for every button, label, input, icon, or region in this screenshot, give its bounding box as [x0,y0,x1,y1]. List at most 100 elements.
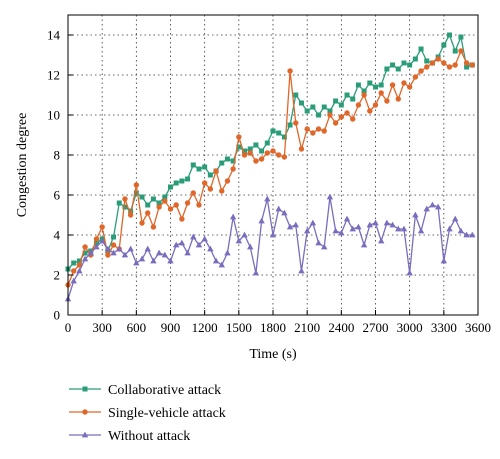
series-layer [64,32,476,302]
data-point-collaborative-attack [310,104,316,110]
data-point-single-vehicle-attack [110,242,117,248]
data-point-collaborative-attack [247,146,253,152]
data-point-without-attack [377,237,385,244]
x-tick-label: 1500 [226,320,252,335]
data-point-collaborative-attack [145,202,151,208]
data-point-single-vehicle-attack [241,152,248,158]
x-tick-label: 2400 [328,320,354,335]
data-point-collaborative-attack [196,166,202,172]
data-point-without-attack [76,267,83,274]
data-point-single-vehicle-attack [389,82,396,88]
data-point-single-vehicle-attack [167,206,174,212]
data-point-without-attack [355,223,362,230]
data-point-single-vehicle-attack [315,126,322,132]
data-point-without-attack [452,215,459,222]
data-point-without-attack [104,245,112,252]
x-tick-label: 3300 [431,320,457,335]
y-tick-label: 12 [47,68,60,83]
data-point-collaborative-attack [133,190,139,196]
data-point-single-vehicle-attack [406,84,413,90]
data-point-single-vehicle-attack [350,116,356,122]
data-point-without-attack [258,217,265,224]
legend-label: Single-vehicle attack [108,406,226,421]
data-point-single-vehicle-attack [418,68,424,74]
data-point-collaborative-attack [190,162,196,168]
data-point-single-vehicle-attack [179,216,185,222]
data-point-single-vehicle-attack [412,74,419,80]
data-point-without-attack [116,245,123,252]
data-point-single-vehicle-attack [384,98,390,104]
data-point-collaborative-attack [82,250,88,256]
data-point-collaborative-attack [321,104,327,110]
data-point-without-attack [332,227,339,234]
data-point-collaborative-attack [390,62,396,68]
data-point-single-vehicle-attack [298,146,305,152]
data-point-without-attack [309,219,317,226]
data-point-collaborative-attack [412,56,418,62]
data-point-single-vehicle-attack [105,252,111,258]
data-point-without-attack [241,231,248,238]
data-point-single-vehicle-attack [275,152,282,158]
data-point-without-attack [406,269,413,276]
data-point-without-attack [292,221,299,228]
data-point-collaborative-attack [150,196,156,202]
data-point-single-vehicle-attack [452,62,458,68]
data-point-without-attack [400,225,408,232]
series-single-vehicle-attack [65,48,476,288]
data-point-without-attack [70,277,77,284]
data-point-single-vehicle-attack [327,112,333,118]
data-point-single-vehicle-attack [395,96,401,102]
data-point-without-attack [440,257,448,264]
series-line-without-attack [67,196,473,300]
data-point-without-attack [326,193,334,200]
legend-item-collaborative-attack: Collaborative attack [69,383,221,398]
data-point-collaborative-attack [338,102,344,108]
data-point-without-attack [224,249,231,256]
data-point-single-vehicle-attack [372,102,379,108]
legend-swatch-marker [82,409,88,415]
data-point-single-vehicle-attack [332,120,339,126]
data-point-without-attack [315,239,322,246]
data-point-collaborative-attack [395,66,401,72]
data-point-without-attack [235,237,243,244]
data-point-collaborative-attack [361,88,367,94]
legend-label: Collaborative attack [108,383,221,398]
data-point-single-vehicle-attack [287,68,293,74]
data-point-without-attack [155,249,163,256]
data-point-without-attack [172,241,180,248]
data-point-single-vehicle-attack [184,200,191,206]
data-point-single-vehicle-attack [321,128,327,134]
y-tick-label: 10 [47,108,60,123]
data-point-without-attack [343,215,351,222]
y-tick-label: 6 [54,188,61,203]
legend-swatch-marker [81,431,89,438]
data-point-collaborative-attack [367,80,373,86]
data-point-single-vehicle-attack [162,198,168,204]
data-point-single-vehicle-attack [264,150,271,156]
data-point-single-vehicle-attack [196,202,202,208]
data-point-single-vehicle-attack [173,202,179,208]
data-point-without-attack [389,221,396,228]
data-point-collaborative-attack [293,92,299,98]
data-point-single-vehicle-attack [122,196,128,202]
data-point-collaborative-attack [452,48,458,54]
data-point-collaborative-attack [219,160,225,166]
data-point-single-vehicle-attack [236,134,242,140]
data-point-collaborative-attack [344,92,350,98]
data-point-single-vehicle-attack [441,60,447,66]
legend-item-single-vehicle-attack: Single-vehicle attack [69,406,226,421]
data-point-without-attack [178,239,186,246]
data-point-collaborative-attack [350,96,356,102]
data-point-single-vehicle-attack [429,60,436,66]
data-point-single-vehicle-attack [127,212,134,218]
data-point-collaborative-attack [185,176,191,182]
y-axis-label: Congestion degree [15,113,30,218]
legend-item-without-attack: Without attack [69,429,190,444]
data-point-collaborative-attack [173,180,179,186]
data-point-single-vehicle-attack [361,92,367,98]
y-tick-label: 0 [54,308,61,323]
data-point-without-attack [395,225,402,232]
data-point-without-attack [81,255,89,262]
data-point-without-attack [144,245,151,252]
